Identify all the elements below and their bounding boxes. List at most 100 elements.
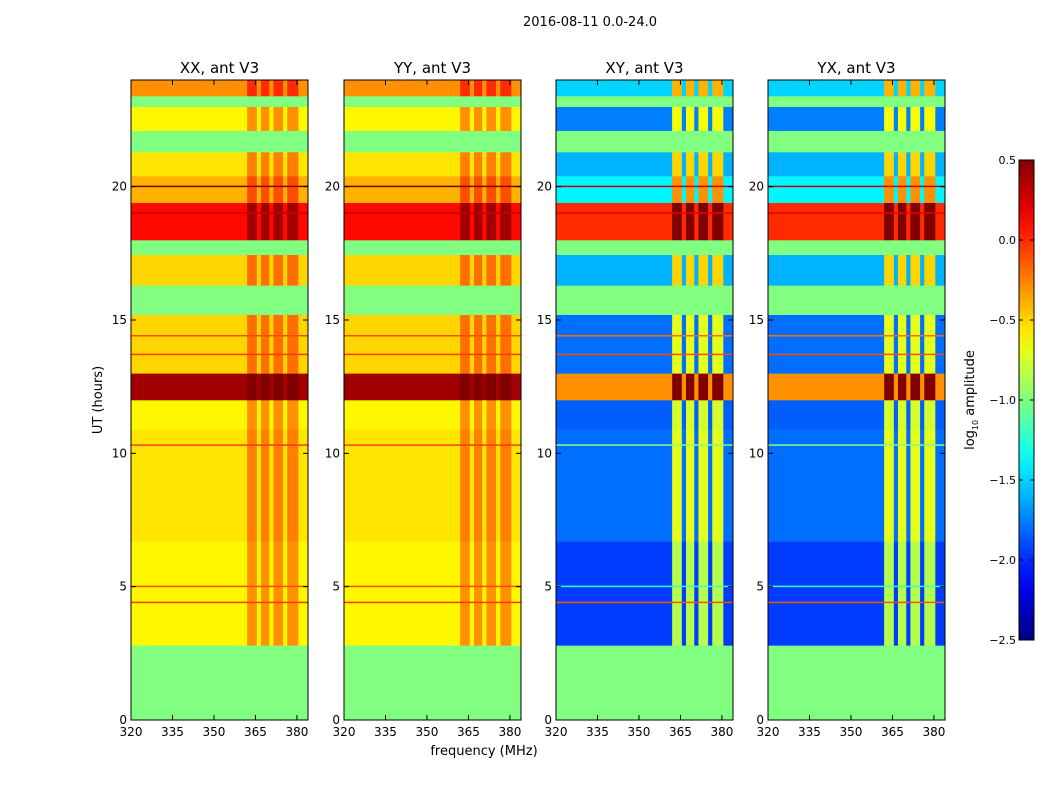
heatmap-cell [256, 314, 262, 374]
heatmap-cell [723, 202, 734, 241]
heatmap-cell [486, 240, 497, 255]
heatmap-line [556, 335, 733, 337]
heatmap-cell [694, 96, 699, 107]
heatmap-line [131, 585, 308, 588]
heatmap-cell [256, 285, 262, 315]
heatmap-cell [924, 106, 936, 131]
heatmap-cell [694, 254, 699, 286]
heatmap-cell [469, 541, 475, 646]
heatmap-cell [920, 240, 925, 255]
heatmap-cell [486, 254, 497, 286]
heatmap-cell [344, 285, 461, 315]
heatmap-cell [698, 541, 709, 646]
heatmap-cell [556, 106, 673, 131]
heatmap-line [768, 585, 945, 588]
heatmap-cell [694, 541, 699, 646]
heatmap-cell [672, 96, 683, 107]
heatmap-cell [283, 202, 288, 241]
heatmap-cell [469, 130, 475, 153]
heatmap-line [131, 185, 308, 188]
heatmap-cell [269, 285, 274, 315]
y-tick-label: 15 [325, 313, 340, 327]
heatmap-cell [260, 645, 270, 721]
heatmap-cell [884, 176, 895, 203]
heatmap-cell [893, 240, 899, 255]
heatmap-cell [712, 96, 724, 107]
heatmap-cell [698, 429, 709, 542]
heatmap-cell [897, 285, 907, 315]
heatmap-cell [486, 314, 497, 374]
panel-title: YY, ant V3 [393, 59, 471, 77]
heatmap-cell [473, 130, 483, 153]
heatmap-cell [247, 202, 258, 241]
heatmap-cell [694, 152, 699, 177]
heatmap-cell [556, 645, 673, 721]
heatmap-cell [511, 96, 522, 107]
heatmap-cell [273, 314, 284, 374]
heatmap-cell [884, 240, 895, 255]
heatmap-cell [906, 541, 911, 646]
heatmap-cell [906, 373, 911, 401]
heatmap-cell [884, 400, 895, 430]
heatmap-cell [500, 240, 512, 255]
heatmap-cell [473, 400, 483, 430]
heatmap-cell [260, 429, 270, 542]
heatmap-cell [486, 541, 497, 646]
heatmap-cell [469, 314, 475, 374]
heatmap-cell [260, 373, 270, 401]
heatmap-cell [287, 254, 299, 286]
heatmap-cell [473, 429, 483, 542]
heatmap-cell [906, 80, 911, 97]
heatmap-cell [511, 254, 522, 286]
heatmap-cell [496, 130, 501, 153]
heatmap-cell [906, 254, 911, 286]
heatmap-cell [473, 541, 483, 646]
heatmap-cell [344, 130, 461, 153]
heatmap-cell [698, 254, 709, 286]
heatmap-cell [935, 176, 946, 203]
heatmap-cell [924, 314, 936, 374]
heatmap-cell [768, 202, 885, 241]
heatmap-cell [511, 541, 522, 646]
y-tick-label: 0 [119, 713, 127, 727]
heatmap-cell [482, 314, 487, 374]
heatmap-cell [556, 400, 673, 430]
heatmap-cell [511, 429, 522, 542]
colorbar-tick-label: −2.5 [989, 634, 1016, 647]
heatmap-cell [893, 645, 899, 721]
heatmap-cell [685, 254, 695, 286]
heatmap-cell [897, 130, 907, 153]
heatmap-cell [910, 254, 921, 286]
heatmap-cell [924, 240, 936, 255]
y-tick-label: 10 [112, 446, 127, 460]
heatmap-cell [256, 130, 262, 153]
heatmap-cell [460, 130, 471, 153]
heatmap-cell [298, 373, 309, 401]
heatmap-cell [269, 429, 274, 542]
heatmap-cell [906, 130, 911, 153]
heatmap-cell [469, 429, 475, 542]
heatmap-cell [473, 202, 483, 241]
x-tick-label: 350 [628, 725, 651, 739]
heatmap-cell [906, 400, 911, 430]
heatmap-cell [723, 541, 734, 646]
heatmap-cell [496, 202, 501, 241]
heatmap-cell [344, 152, 461, 177]
heatmap-cell [460, 80, 471, 97]
heatmap-cell [500, 429, 512, 542]
colorbar: 0.5 0.0 −0.5 −1.0 −1.5 −2.0 −2.5 [989, 154, 1035, 647]
x-axis-label: frequency (MHz) [430, 744, 537, 759]
heatmap-cell [273, 429, 284, 542]
heatmap-cell [906, 106, 911, 131]
heatmap-cell [768, 240, 885, 255]
heatmap-cell [698, 80, 709, 97]
heatmap-cell [698, 400, 709, 430]
heatmap-cell [708, 254, 713, 286]
y-tick-label: 20 [749, 180, 764, 194]
heatmap-cell [273, 240, 284, 255]
heatmap-cell [511, 80, 522, 97]
x-tick-label: 380 [922, 725, 945, 739]
heatmap-cell [893, 106, 899, 131]
heatmap-cell [681, 373, 687, 401]
heatmap-cell [131, 240, 248, 255]
